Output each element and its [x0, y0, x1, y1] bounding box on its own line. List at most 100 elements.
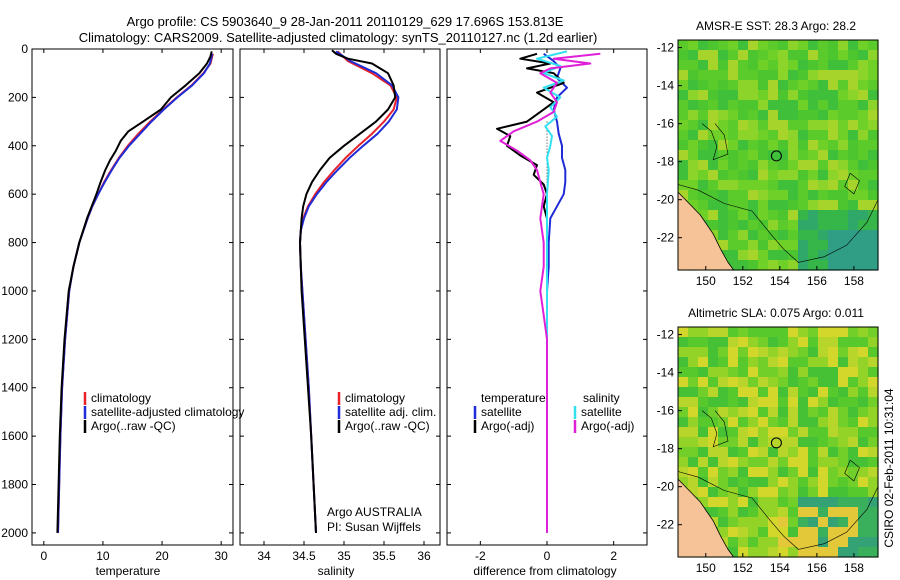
map-cell [818, 367, 829, 378]
map-cell [678, 377, 689, 388]
temperature-legend: climatology satellite-adjusted climatolo… [83, 391, 244, 433]
map-cell [808, 457, 819, 468]
map-y-tick-label: -14 [657, 79, 675, 93]
map-cell [688, 427, 699, 438]
map-cell [708, 487, 719, 498]
map-cell [748, 60, 759, 71]
map-cell [808, 397, 819, 408]
map-cell [788, 357, 799, 368]
legend-temp-satellite: satellite [481, 405, 522, 419]
map-x-tick-label: 152 [733, 561, 753, 575]
map-cell [768, 497, 779, 508]
map-cell [778, 130, 789, 141]
map-cell [778, 387, 789, 398]
map-cell [728, 220, 739, 231]
map-cell [678, 190, 689, 201]
map-cell [848, 130, 859, 141]
argo-float-marker [770, 150, 782, 162]
argo-program-annotation: Argo AUSTRALIA [327, 505, 422, 519]
map-cell [858, 527, 869, 538]
map-cell [708, 140, 719, 151]
map-cell [678, 50, 689, 61]
map-cell [788, 40, 799, 51]
map-cell [688, 60, 699, 71]
map-cell [858, 70, 869, 81]
map-cell [748, 387, 759, 398]
map-cell [778, 437, 789, 448]
map-cell [838, 377, 849, 388]
map-cell [738, 447, 749, 458]
map-cell [828, 327, 839, 338]
map-cell [758, 537, 769, 548]
map-cell [718, 447, 729, 458]
map-cell [768, 180, 779, 191]
map-cell [828, 377, 839, 388]
map-cell [778, 377, 789, 388]
map-cell [858, 547, 869, 558]
legend-salinity-heading: salinity [583, 391, 620, 405]
map-cell [748, 160, 759, 171]
map-cell [678, 387, 689, 398]
map-cell [788, 170, 799, 181]
map-cell [728, 210, 739, 221]
map-cell [828, 507, 839, 518]
map-cell [738, 397, 749, 408]
map-cell [748, 70, 759, 81]
map-cell [858, 507, 869, 518]
map-cell [798, 517, 809, 528]
map-cell [818, 417, 829, 428]
map-cell [778, 250, 789, 261]
map-cell [698, 40, 709, 51]
map-cell [858, 517, 869, 528]
series-line [499, 52, 601, 533]
map-cell [688, 170, 699, 181]
map-cell [768, 90, 779, 101]
map-cell [828, 517, 839, 528]
map-cell [738, 517, 749, 528]
map-cell [688, 357, 699, 368]
map-cell [808, 337, 819, 348]
map-cell [838, 547, 849, 558]
map-cell [688, 150, 699, 161]
map-cell [848, 387, 859, 398]
map-cell [788, 537, 799, 548]
map-cell [768, 220, 779, 231]
map-cell [718, 140, 729, 151]
plot-frame [31, 48, 234, 546]
map-cell [788, 477, 799, 488]
map-cell [868, 517, 879, 528]
map-frame [677, 39, 879, 271]
map-cell [718, 90, 729, 101]
map-cell [848, 527, 859, 538]
map-cell [848, 477, 859, 488]
map-cell [778, 447, 789, 458]
x-tick-label: 10 [96, 549, 110, 563]
map-cell [688, 110, 699, 121]
map-cell [738, 80, 749, 91]
map-cell [828, 250, 839, 261]
map-cell [848, 467, 859, 478]
map-cell [868, 497, 879, 508]
map-cell [728, 80, 739, 91]
map-cell [758, 517, 769, 528]
y-tick-label: 1200 [1, 332, 28, 346]
map-cell [708, 40, 719, 51]
map-cell [748, 120, 759, 131]
map-cell [718, 200, 729, 211]
map-cell [808, 150, 819, 161]
map-cell [778, 347, 789, 358]
map-cell [798, 447, 809, 458]
map-cell [768, 407, 779, 418]
map-cell [718, 40, 729, 51]
map-cell [858, 170, 869, 181]
legend-temp-argo: Argo(-adj) [481, 419, 534, 433]
depth-contour [677, 184, 879, 263]
map-cell [738, 367, 749, 378]
map-cell [758, 50, 769, 61]
map-cell [858, 407, 869, 418]
x-tick-label: -2 [475, 549, 486, 563]
map-cell [688, 160, 699, 171]
map-cell [718, 337, 729, 348]
map-cell [678, 357, 689, 368]
map-cell [858, 427, 869, 438]
